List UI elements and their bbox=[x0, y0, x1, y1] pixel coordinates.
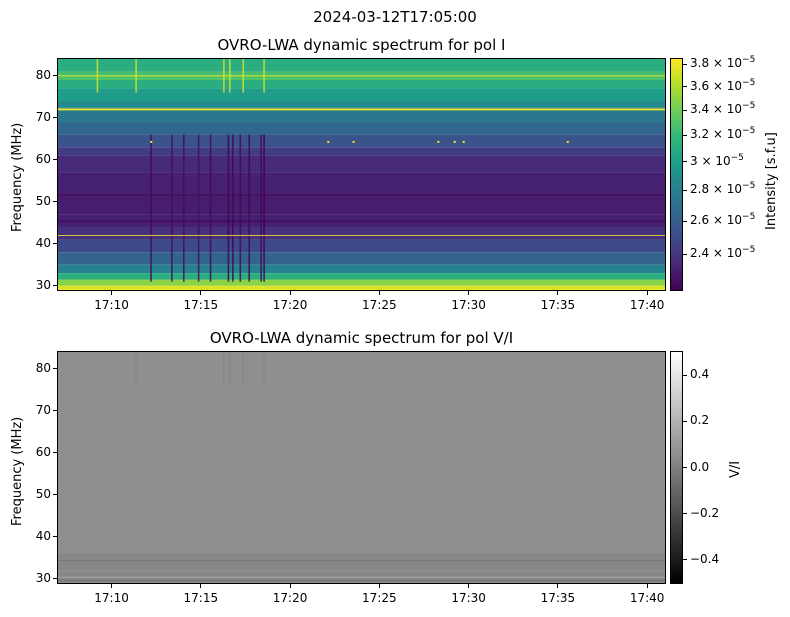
x-tick-label: 17:10 bbox=[94, 591, 129, 605]
x-tick-label: 17:20 bbox=[272, 298, 308, 312]
panel2-title: OVRO-LWA dynamic spectrum for pol V/I bbox=[209, 329, 514, 347]
colorbar-tick-label: 3.4 × 10−5 bbox=[690, 101, 756, 117]
x-tick-label: 17:25 bbox=[362, 298, 397, 312]
y-tick-mark bbox=[53, 117, 57, 119]
colorbar-tick-label: 2.8 × 10−5 bbox=[690, 181, 756, 197]
panel1-heatmap bbox=[58, 59, 665, 290]
x-tick-mark bbox=[378, 291, 380, 295]
y-tick-label: 60 bbox=[35, 151, 51, 166]
colorbar-tick-label: 3.2 × 10−5 bbox=[690, 126, 756, 142]
colorbar-tick-mark bbox=[683, 189, 687, 191]
y-tick-mark bbox=[53, 201, 57, 203]
y-tick-mark bbox=[53, 159, 57, 161]
x-tick-label: 17:30 bbox=[451, 298, 486, 312]
x-tick-label: 17:15 bbox=[183, 591, 219, 605]
y-tick-label: 70 bbox=[35, 402, 51, 417]
colorbar-tick-label: 3.8 × 10−5 bbox=[690, 55, 756, 71]
colorbar-tick-mark bbox=[683, 86, 687, 88]
colorbar-tick-mark bbox=[683, 467, 687, 468]
x-tick-mark bbox=[468, 291, 470, 295]
colorbar-tick-label: 0.0 bbox=[690, 459, 710, 474]
colorbar-tick-mark bbox=[683, 109, 687, 111]
colorbar-tick-mark bbox=[683, 513, 687, 515]
x-tick-mark bbox=[111, 291, 113, 295]
y-tick-label: 80 bbox=[35, 360, 51, 375]
panel1-plot-area bbox=[57, 58, 666, 291]
colorbar-tick-label: 0.4 bbox=[690, 367, 710, 382]
x-tick-label: 17:40 bbox=[629, 298, 665, 312]
y-tick-label: 30 bbox=[35, 277, 51, 292]
colorbar-tick-mark bbox=[683, 559, 687, 561]
panel2-colorbar bbox=[670, 351, 683, 584]
panel1-colorbar bbox=[670, 58, 683, 291]
x-tick-mark bbox=[289, 584, 291, 588]
y-tick-label: 80 bbox=[35, 67, 51, 82]
panel2-plot-area bbox=[57, 351, 666, 584]
colorbar-tick-label: 0.2 bbox=[690, 413, 710, 428]
x-tick-label: 17:20 bbox=[272, 591, 308, 605]
x-tick-label: 17:35 bbox=[540, 591, 576, 605]
colorbar-tick-label: 3.6 × 10−5 bbox=[690, 77, 756, 93]
panel2-colorbar-label: V/I bbox=[728, 460, 743, 478]
x-tick-mark bbox=[111, 584, 113, 588]
y-tick-label: 60 bbox=[35, 444, 51, 459]
y-tick-mark bbox=[53, 452, 57, 454]
y-tick-label: 40 bbox=[35, 235, 51, 250]
y-tick-label: 70 bbox=[35, 109, 51, 124]
x-tick-mark bbox=[646, 584, 648, 588]
y-tick-mark bbox=[53, 368, 57, 370]
colorbar-tick-mark bbox=[683, 134, 687, 136]
colorbar-tick-label: 2.4 × 10−5 bbox=[690, 245, 756, 261]
x-tick-label: 17:35 bbox=[540, 298, 576, 312]
y-tick-label: 30 bbox=[35, 570, 51, 585]
x-tick-label: 17:30 bbox=[451, 591, 486, 605]
colorbar-tick-mark bbox=[683, 420, 687, 422]
x-tick-label: 17:10 bbox=[94, 298, 129, 312]
colorbar-tick-label: 2.6 × 10−5 bbox=[690, 212, 756, 228]
x-tick-mark bbox=[200, 291, 202, 295]
x-tick-mark bbox=[646, 291, 648, 295]
colorbar-tick-label: 3 × 10−5 bbox=[690, 152, 744, 168]
y-tick-mark bbox=[53, 494, 57, 496]
x-tick-mark bbox=[557, 584, 559, 588]
colorbar-tick-mark bbox=[683, 63, 687, 65]
x-tick-mark bbox=[200, 584, 202, 588]
x-tick-mark bbox=[378, 584, 380, 588]
colorbar-tick-mark bbox=[683, 374, 687, 376]
y-tick-label: 40 bbox=[35, 528, 51, 543]
colorbar-tick-mark bbox=[683, 161, 687, 163]
panel1-ylabel: Frequency (MHz) bbox=[10, 122, 25, 232]
x-tick-label: 17:40 bbox=[629, 591, 665, 605]
y-tick-mark bbox=[53, 75, 57, 77]
colorbar-tick-label: −0.4 bbox=[690, 551, 720, 566]
panel2-ylabel: Frequency (MHz) bbox=[10, 416, 25, 526]
y-tick-label: 50 bbox=[35, 193, 51, 208]
y-tick-mark bbox=[53, 536, 57, 538]
x-tick-mark bbox=[468, 584, 470, 588]
y-tick-mark bbox=[53, 243, 57, 245]
panel1-colorbar-label: Intensity [s.f.u] bbox=[764, 132, 779, 230]
y-tick-mark bbox=[53, 578, 57, 580]
figure-suptitle: 2024-03-12T17:05:00 bbox=[313, 8, 477, 26]
y-tick-label: 50 bbox=[35, 486, 51, 501]
x-tick-mark bbox=[289, 291, 291, 295]
y-tick-mark bbox=[53, 285, 57, 287]
panel1-title: OVRO-LWA dynamic spectrum for pol I bbox=[217, 36, 506, 54]
colorbar-tick-mark bbox=[683, 253, 687, 255]
x-tick-mark bbox=[557, 291, 559, 295]
y-tick-mark bbox=[53, 410, 57, 412]
colorbar-tick-label: −0.2 bbox=[690, 505, 720, 520]
panel2-heatmap bbox=[58, 352, 665, 583]
colorbar-tick-mark bbox=[683, 220, 687, 222]
x-tick-label: 17:25 bbox=[362, 591, 397, 605]
x-tick-label: 17:15 bbox=[183, 298, 219, 312]
